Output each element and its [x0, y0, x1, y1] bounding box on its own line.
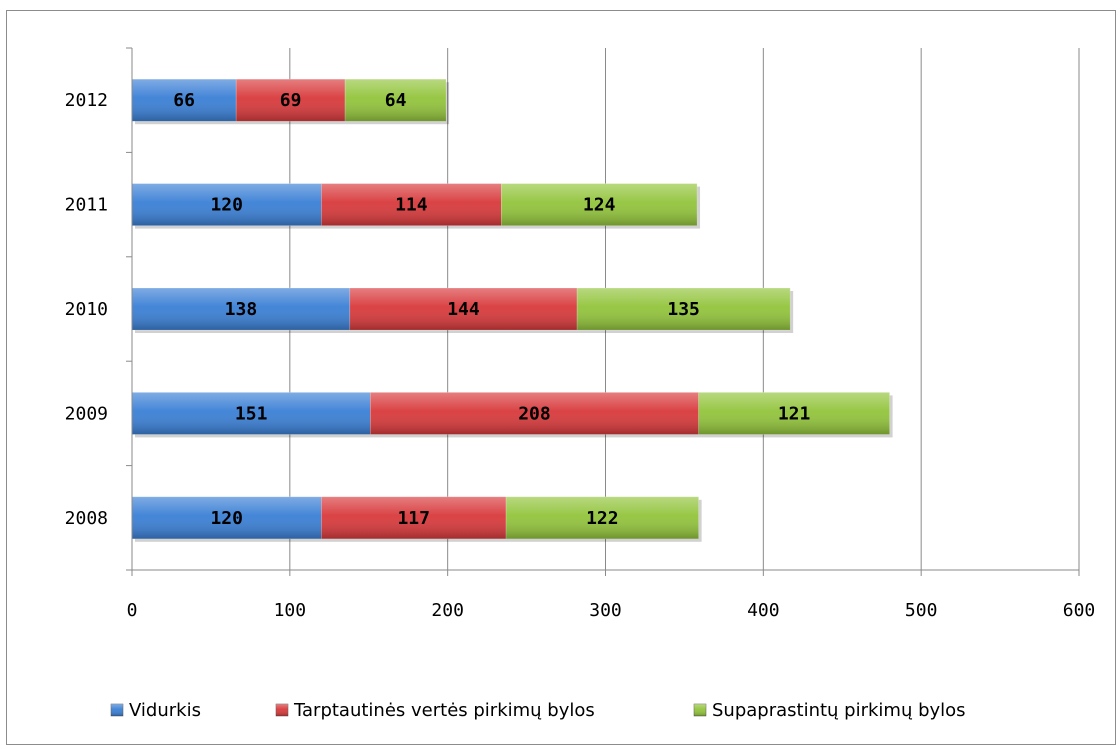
data-label-2012-series-0: 66 [173, 90, 195, 111]
x-tick-label-100: 100 [274, 600, 307, 621]
data-label-2008-series-1: 117 [397, 508, 430, 529]
bar-2011-series-1 [321, 183, 505, 229]
legend: Vidurkis Tarptautinės vertės pirkimų bylo… [110, 700, 966, 721]
data-label-2012-series-1: 69 [280, 90, 302, 111]
bar-gloss [345, 79, 447, 122]
y-tick-label-2009: 2009 [65, 403, 108, 424]
bar-gloss [321, 183, 502, 226]
bar-2012-series-2 [344, 78, 450, 125]
bar-gloss [132, 183, 322, 226]
bar-gloss [349, 288, 578, 330]
bar-2009-series-1 [370, 392, 702, 438]
legend-item-2: Supaprastintų pirkimų bylos [693, 700, 966, 721]
y-tick-label-2012: 2012 [65, 90, 108, 111]
bar-2011-series-0 [131, 183, 325, 229]
legend-label-2: Supaprastintų pirkimų bylos [712, 700, 966, 721]
bar-2009-series-0 [131, 392, 374, 438]
bar-gloss [321, 496, 507, 539]
data-label-2010-series-2: 135 [667, 299, 700, 320]
x-tick-label-200: 200 [431, 600, 464, 621]
bar-gloss [132, 392, 371, 435]
y-tick-label-2011: 2011 [65, 195, 108, 216]
data-label-2011-series-0: 120 [210, 195, 243, 216]
x-tick-label-400: 400 [747, 600, 780, 621]
data-label-2010-series-0: 138 [225, 299, 258, 320]
data-label-2012-series-2: 64 [385, 90, 407, 111]
bar-2010-series-0 [131, 287, 353, 333]
bars [131, 78, 893, 542]
data-label-2008-series-2: 122 [586, 508, 619, 529]
data-label-2011-series-2: 124 [583, 195, 616, 216]
data-label-2008-series-0: 120 [210, 508, 243, 529]
bar-gloss [236, 79, 346, 122]
legend-swatch-gloss-0 [111, 704, 123, 716]
bar-2011-series-2 [501, 183, 701, 229]
y-tick-label-2010: 2010 [65, 299, 108, 320]
y-tick-label-2008: 2008 [65, 508, 108, 529]
bar-gloss [506, 496, 699, 539]
bar-2008-series-1 [321, 496, 510, 542]
legend-label-1: Tarptautinės vertės pirkimų bylos [293, 700, 595, 721]
data-label-2011-series-1: 114 [395, 195, 428, 216]
legend-item-1: Tarptautinės vertės pirkimų bylos [275, 700, 595, 721]
x-tick-label-0: 0 [127, 600, 138, 621]
legend-swatch-gloss-1 [276, 704, 288, 716]
data-label-2010-series-1: 144 [447, 299, 480, 320]
bar-2010-series-1 [349, 287, 581, 333]
x-tick-label-600: 600 [1063, 600, 1096, 621]
bar-2008-series-2 [505, 496, 702, 542]
legend-item-0: Vidurkis [110, 700, 201, 721]
bar-gloss [577, 288, 791, 330]
data-label-2009-series-0: 151 [235, 403, 268, 424]
axes: 0 100 200 300 400 500 600 2008 2009 2010 2011 2012 [65, 47, 1096, 621]
bar-gloss [370, 392, 699, 435]
chart-frame [6, 10, 1116, 745]
bar-gloss [698, 392, 890, 435]
x-tick-label-300: 300 [589, 600, 622, 621]
bar-2012-series-1 [235, 78, 349, 125]
bar-gloss [132, 288, 350, 330]
bar-gloss [132, 496, 322, 539]
data-labels: 120 117 122 151 208 121 138 144 135 120 114 124 66 69… [173, 90, 810, 529]
legend-swatch-gloss-2 [694, 704, 706, 716]
data-label-2009-series-2: 121 [778, 403, 811, 424]
bar-gloss [501, 183, 698, 226]
gridlines [289, 48, 1080, 570]
data-label-2009-series-1: 208 [518, 403, 551, 424]
x-tick-label-500: 500 [905, 600, 938, 621]
bar-2009-series-2 [698, 392, 893, 438]
bar-2008-series-0 [131, 496, 325, 542]
bar-2010-series-2 [576, 287, 794, 333]
legend-label-0: Vidurkis [129, 700, 201, 721]
bar-gloss [132, 79, 237, 122]
